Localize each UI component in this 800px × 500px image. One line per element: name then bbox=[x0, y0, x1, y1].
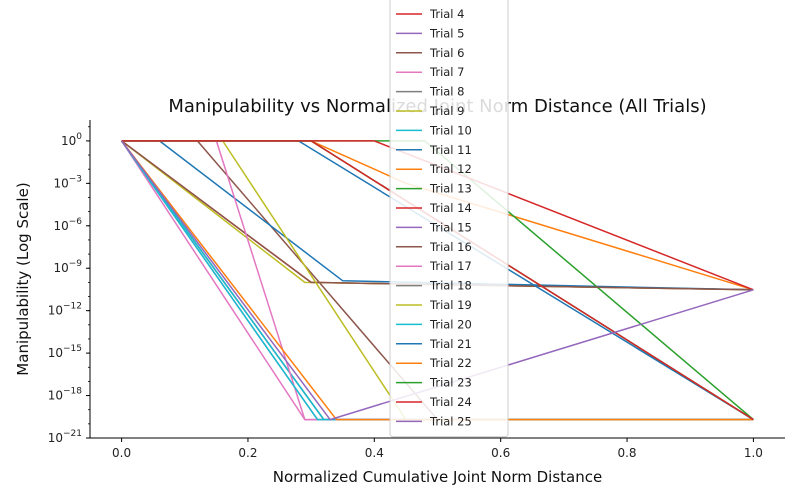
legend-item: Trial 5 bbox=[396, 26, 464, 40]
legend-label: Trial 17 bbox=[429, 259, 472, 273]
y-tick-label: 100 bbox=[61, 132, 82, 148]
y-tick-label: 10−9 bbox=[53, 259, 82, 275]
x-tick-label: 0.8 bbox=[617, 446, 636, 460]
legend-item: Trial 21 bbox=[396, 337, 472, 351]
x-tick-label: 0.4 bbox=[365, 446, 384, 460]
legend-label: Trial 24 bbox=[429, 395, 472, 409]
legend-label: Trial 11 bbox=[429, 143, 472, 157]
legend-label: Trial 22 bbox=[429, 356, 472, 370]
legend-item: Trial 13 bbox=[396, 182, 472, 196]
legend-item: Trial 19 bbox=[396, 298, 472, 312]
legend-item: Trial 20 bbox=[396, 317, 472, 331]
y-axis-title: Manipulability (Log Scale) bbox=[14, 182, 32, 375]
legend-item: Trial 10 bbox=[396, 123, 472, 137]
series-line-trial-22 bbox=[121, 140, 754, 421]
legend-label: Trial 6 bbox=[429, 46, 464, 60]
legend-label: Trial 21 bbox=[429, 337, 472, 351]
y-tick-label: 10−18 bbox=[48, 387, 83, 403]
legend-item: Trial 8 bbox=[396, 85, 464, 99]
y-tick-label: 10−21 bbox=[48, 429, 82, 445]
legend-label: Trial 13 bbox=[429, 182, 472, 196]
legend-label: Trial 15 bbox=[429, 220, 472, 234]
x-ticks: 0.0 0.2 0.4 0.6 0.8 1.0 bbox=[112, 438, 763, 460]
y-tick-label: 10−3 bbox=[53, 174, 82, 190]
legend-label: Trial 25 bbox=[429, 414, 472, 428]
legend-label: Trial 19 bbox=[429, 298, 472, 312]
series-line-trial-25 bbox=[120, 140, 754, 421]
x-tick-label: 0.6 bbox=[491, 446, 510, 460]
y-tick-label: 10−6 bbox=[53, 217, 82, 233]
legend-item: Trial 24 bbox=[396, 395, 472, 409]
legend-label: Trial 7 bbox=[429, 65, 464, 79]
series-line-trial-16 bbox=[121, 140, 754, 291]
series-line-trial-24 bbox=[121, 140, 754, 421]
legend-item: Trial 23 bbox=[396, 376, 472, 390]
legend-label: Trial 5 bbox=[429, 26, 464, 40]
legend-item: Trial 18 bbox=[396, 279, 472, 293]
legend-item: Trial 16 bbox=[396, 240, 472, 254]
legend-label: Trial 10 bbox=[429, 123, 472, 137]
x-tick-label: 1.0 bbox=[744, 446, 763, 460]
legend-item: Trial 9 bbox=[396, 104, 464, 118]
legend-label: Trial 14 bbox=[429, 201, 472, 215]
legend-label: Trial 18 bbox=[429, 279, 472, 293]
legend-label: Trial 8 bbox=[429, 85, 464, 99]
legend-item: Trial 22 bbox=[396, 356, 472, 370]
legend-item: Trial 14 bbox=[396, 201, 472, 215]
legend-item: Trial 17 bbox=[396, 259, 472, 273]
legend: Trial 4 Trial 5 Trial 6 Trial 7 Trial 8 Trial… bbox=[389, 0, 509, 438]
axes: 0.0 0.2 0.4 0.6 0.8 1.0 10010−310−610−910−121… bbox=[48, 120, 785, 460]
y-ticks: 100 10−3 10−6 10−9 10−12 10−15 10−18 10−21 bbox=[48, 126, 90, 445]
y-tick-label: 10−12 bbox=[48, 302, 82, 318]
x-tick-label: 0.2 bbox=[238, 446, 257, 460]
legend-item: Trial 11 bbox=[396, 143, 472, 157]
legend-item: Trial 6 bbox=[396, 46, 464, 60]
legend-label: Trial 20 bbox=[429, 317, 472, 331]
legend-item: Trial 25 bbox=[396, 414, 472, 428]
legend-item: Trial 15 bbox=[396, 220, 472, 234]
legend-label: Trial 4 bbox=[429, 7, 464, 21]
legend-box bbox=[389, 0, 509, 438]
legend-label: Trial 23 bbox=[429, 376, 472, 390]
y-tick-label: 10−15 bbox=[48, 344, 82, 360]
legend-item: Trial 12 bbox=[396, 162, 472, 176]
legend-label: Trial 16 bbox=[429, 240, 472, 254]
legend-label: Trial 12 bbox=[429, 162, 472, 176]
plot-area bbox=[120, 140, 754, 421]
legend-item: Trial 7 bbox=[396, 65, 464, 79]
legend-item: Trial 4 bbox=[396, 7, 464, 21]
x-tick-label: 0.0 bbox=[112, 446, 131, 460]
x-axis-title: Normalized Cumulative Joint Norm Distanc… bbox=[273, 468, 602, 486]
legend-label: Trial 9 bbox=[429, 104, 464, 118]
